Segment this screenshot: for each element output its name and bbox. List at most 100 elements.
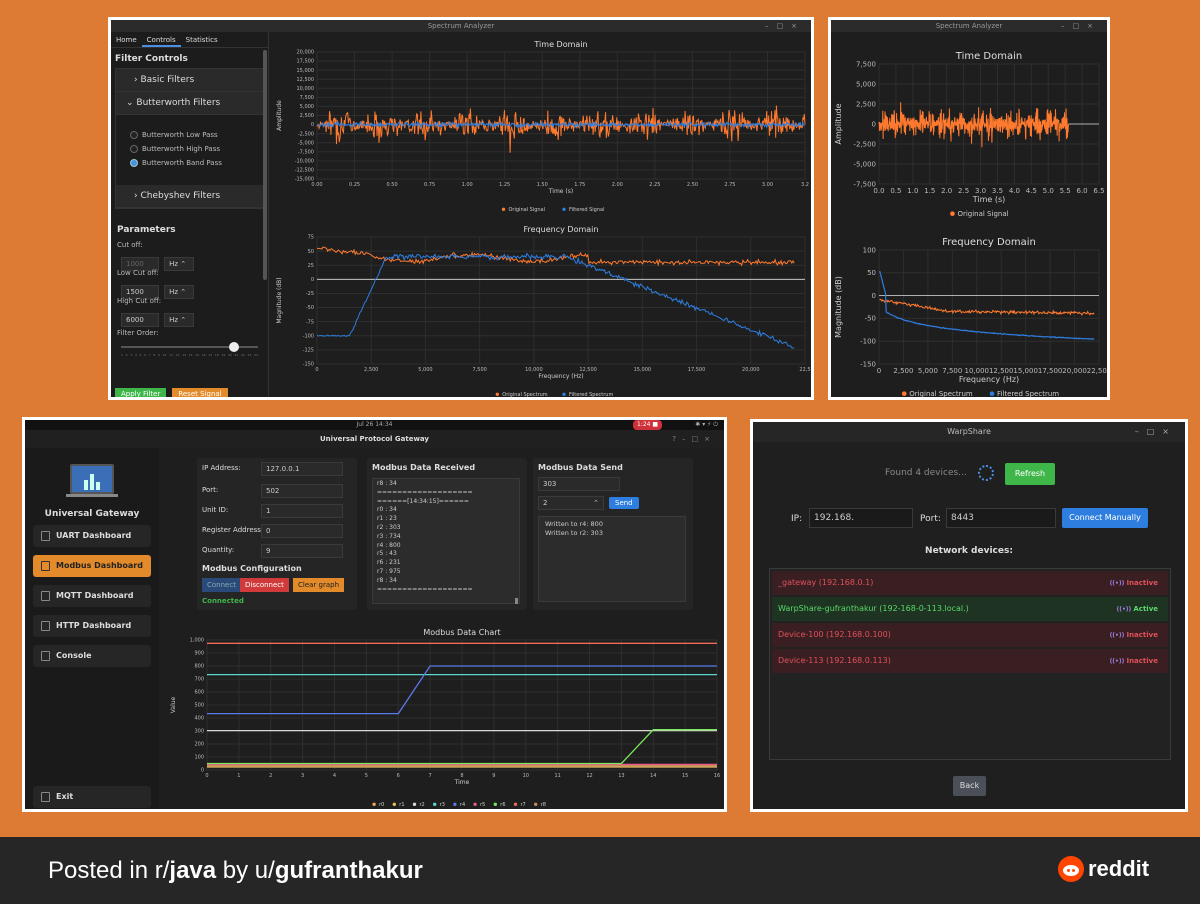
x-tick-label: 4.0	[1009, 187, 1020, 195]
reddit-logo[interactable]: reddit	[1058, 856, 1149, 882]
device-item[interactable]: _gateway (192.168.0.1) ((•)) Inactive	[772, 571, 1168, 595]
filter-order-label: Filter Order:	[117, 329, 159, 337]
y-tick-label: -75	[306, 319, 314, 325]
port-input[interactable]: 8443	[946, 508, 1056, 528]
exit-button[interactable]: Exit	[33, 786, 151, 808]
low-cut-unit-select[interactable]: Hz ⌃	[164, 285, 195, 299]
disconnect-button[interactable]: Disconnect	[240, 578, 289, 592]
radio-butterworth-band-pass[interactable]: Butterworth Band Pass	[130, 159, 249, 167]
filter-accordion: › Basic Filters ⌄ Butterworth Filters Bu…	[115, 68, 264, 209]
unit-label: Hz	[169, 260, 179, 268]
x-tick-label: 15,000	[634, 367, 652, 373]
x-tick-label: 5.5	[1060, 187, 1071, 195]
legend-entry: Original Signal	[509, 207, 546, 213]
window-controls[interactable]: –□×	[765, 22, 805, 30]
y-tick-label: 400	[194, 716, 204, 722]
ip-input[interactable]: 192.168.	[809, 508, 913, 528]
low-cut-input[interactable]: 1500	[121, 285, 159, 299]
basic-filters-section[interactable]: › Basic Filters	[116, 69, 263, 92]
butterworth-filters-section[interactable]: ⌄ Butterworth Filters	[116, 92, 263, 115]
connect-manually-button[interactable]: Connect Manually	[1062, 508, 1148, 528]
received-scrollbar[interactable]	[515, 598, 518, 604]
device-item[interactable]: WarpShare-gufranthakur (192-168-0-113.lo…	[772, 597, 1168, 621]
x-tick-label: 2.50	[687, 182, 698, 188]
radio-label: Butterworth High Pass	[142, 145, 221, 153]
nav-console[interactable]: Console	[33, 645, 151, 667]
send-log-line: Written to r4: 800	[545, 520, 603, 528]
nav-http-dashboard[interactable]: HTTP Dashboard	[33, 615, 151, 637]
devices-found-text: Found 4 devices...	[885, 468, 967, 478]
slider-thumb[interactable]	[229, 342, 240, 352]
y-tick-label: -100	[303, 333, 314, 339]
series-original-spectrum	[317, 246, 795, 267]
send-value-input[interactable]: 303	[538, 477, 620, 491]
legend-marker	[495, 392, 499, 396]
y-tick-label: 300	[194, 729, 204, 735]
device-item[interactable]: Device-100 (192.168.0.100) ((•)) Inactive	[772, 623, 1168, 647]
y-tick-label: -25	[306, 291, 314, 297]
y-axis-label: Magnitude (dB)	[834, 276, 843, 338]
connect-button[interactable]: Connect	[202, 578, 241, 592]
legend-entry: Original Spectrum	[502, 392, 548, 398]
post-by: by u/	[216, 857, 275, 884]
x-tick-label: 5,000	[918, 367, 938, 375]
sidebar-scrollbar[interactable]	[263, 50, 267, 280]
tab-home[interactable]: Home	[116, 36, 137, 44]
window-controls[interactable]: –□×	[1134, 427, 1177, 436]
radio-butterworth-high-pass[interactable]: Butterworth High Pass	[130, 145, 249, 153]
x-axis-label: Time (s)	[972, 195, 1006, 204]
x-tick-label: 12	[586, 773, 592, 779]
refresh-button[interactable]: Refresh	[1005, 463, 1055, 485]
nav-uart-dashboard[interactable]: UART Dashboard	[33, 525, 151, 547]
device-name: _gateway (192.168.0.1)	[778, 578, 874, 587]
high-cut-input[interactable]: 6000	[121, 313, 159, 327]
chebyshev-filters-section[interactable]: › Chebyshev Filters	[116, 185, 263, 208]
username[interactable]: gufranthakur	[274, 857, 423, 884]
tab-statistics[interactable]: Statistics	[185, 36, 218, 44]
tab-controls[interactable]: Controls	[141, 32, 181, 47]
radio-butterworth-low-pass[interactable]: Butterworth Low Pass	[130, 131, 249, 139]
quantity-label: Quantity:	[202, 546, 235, 554]
unit-id-input[interactable]: 1	[261, 504, 343, 518]
nav-modbus-dashboard[interactable]: Modbus Dashboard	[33, 555, 151, 577]
port-input[interactable]: 502	[261, 484, 343, 498]
x-tick-label: 2.75	[724, 182, 735, 188]
cutoff-unit-select[interactable]: Hz ⌃	[164, 257, 195, 271]
reset-signal-button[interactable]: Reset Signal	[172, 388, 228, 397]
clear-graph-button[interactable]: Clear graph	[293, 578, 345, 592]
y-tick-label: 2,500	[300, 113, 314, 119]
x-tick-label: 2.25	[649, 182, 660, 188]
legend-marker	[392, 802, 396, 806]
received-log[interactable]: r8 : 34 =================== ======[14:34:1…	[372, 478, 520, 604]
register-address-input[interactable]: 0	[261, 524, 343, 538]
slider-tick: 16	[201, 353, 206, 357]
apply-filter-button[interactable]: Apply Filter	[115, 388, 167, 397]
device-item[interactable]: Device-113 (192.168.0.113) ((•)) Inactive	[772, 649, 1168, 673]
quantity-input[interactable]: 9	[261, 544, 343, 558]
send-button[interactable]: Send	[609, 497, 639, 509]
x-tick-label: 2.00	[612, 182, 623, 188]
exit-icon	[41, 792, 50, 802]
slider-tick: 4	[134, 353, 137, 357]
x-tick-label: 8	[460, 773, 463, 779]
series-r4	[207, 665, 717, 715]
high-cut-unit-select[interactable]: Hz ⌃	[164, 313, 195, 327]
x-tick-label: 12,500	[989, 367, 1014, 375]
window-controls[interactable]: –□×	[1061, 22, 1101, 30]
device-name: Device-113 (192.168.0.113)	[778, 656, 891, 665]
nav-mqtt-dashboard[interactable]: MQTT Dashboard	[33, 585, 151, 607]
series-filtered-spectrum	[879, 270, 1095, 340]
send-register-spinner[interactable]: 2 ⌃	[538, 496, 604, 510]
filter-order-slider[interactable]: 1 2 3 4 5 6 7 8 9 10 11 12 13 14 15 16 17 18 19 20 21 22 23 24	[121, 341, 258, 357]
y-tick-label: 1,000	[190, 638, 204, 644]
subreddit-name[interactable]: java	[169, 857, 217, 884]
x-tick-label: 15,000	[1013, 367, 1037, 375]
system-tray-icons[interactable]: ✱ ▾ ⚡ ⏻	[695, 421, 718, 428]
legend: Original Signal Filtered Signal	[501, 207, 604, 213]
window-controls[interactable]: ?–□×	[672, 435, 716, 443]
x-tick-label: 0.0	[873, 187, 884, 195]
system-bar: Jul 26 14:34 1:24 ■ ✱ ▾ ⚡ ⏻	[25, 420, 724, 430]
back-button[interactable]: Back	[953, 776, 986, 796]
ip-input[interactable]: 127.0.0.1	[261, 462, 343, 476]
y-tick-label: 7,500	[856, 60, 876, 68]
